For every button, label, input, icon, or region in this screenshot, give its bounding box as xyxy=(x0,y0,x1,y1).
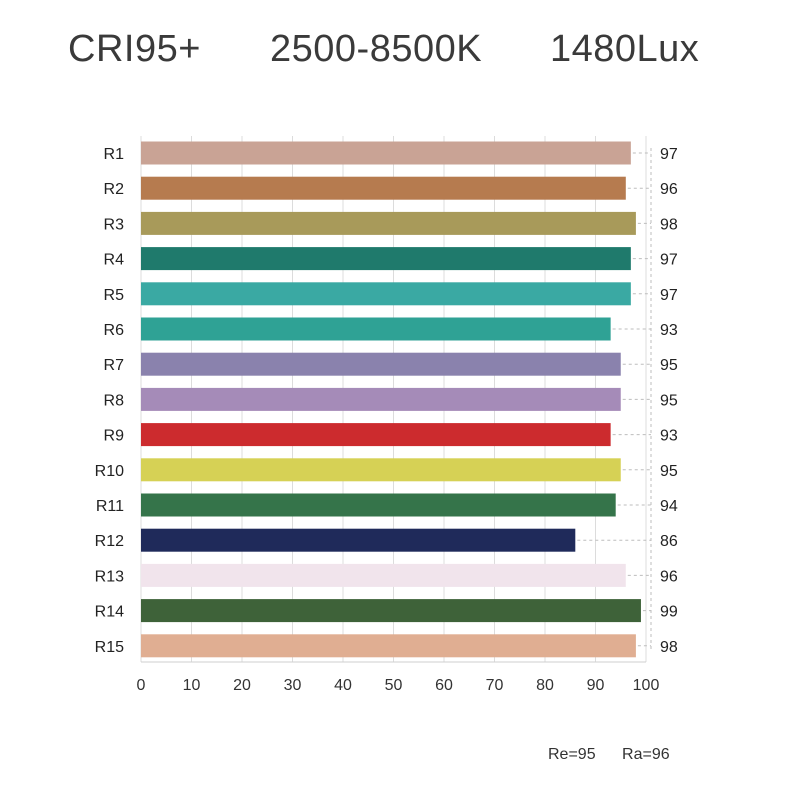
cct-label: 2500-8500K xyxy=(270,28,483,70)
bar-r6 xyxy=(141,317,611,341)
value-label-r5: 97 xyxy=(660,287,678,304)
bar-r10 xyxy=(141,458,621,482)
category-label-r4: R4 xyxy=(104,252,125,269)
lux-label: 1480Lux xyxy=(550,28,700,70)
bar-r4 xyxy=(141,247,631,271)
category-label-r1: R1 xyxy=(104,146,125,163)
value-label-r10: 95 xyxy=(660,463,678,480)
bar-r5 xyxy=(141,282,631,306)
value-label-r14: 99 xyxy=(660,604,678,621)
value-label-r6: 93 xyxy=(660,322,678,339)
bar-r12 xyxy=(141,528,576,552)
category-label-r2: R2 xyxy=(104,181,125,198)
value-label-r11: 94 xyxy=(660,498,678,515)
category-label-r13: R13 xyxy=(95,568,124,585)
category-label-r14: R14 xyxy=(95,604,124,621)
value-label-r7: 95 xyxy=(660,357,678,374)
value-label-r1: 97 xyxy=(660,146,678,163)
value-label-r3: 98 xyxy=(660,216,678,233)
value-label-r8: 95 xyxy=(660,392,678,409)
category-label-r12: R12 xyxy=(95,533,124,550)
footer-indices: Re=95 Ra=96 xyxy=(548,746,692,764)
value-label-r9: 93 xyxy=(660,428,678,445)
category-label-r15: R15 xyxy=(95,639,124,656)
bar-r13 xyxy=(141,563,626,587)
bar-r1 xyxy=(141,141,631,165)
value-label-r13: 96 xyxy=(660,568,678,585)
x-tick-label-60: 60 xyxy=(435,677,453,694)
bar-r15 xyxy=(141,634,636,658)
ra-value: Ra=96 xyxy=(622,746,670,763)
category-label-r3: R3 xyxy=(104,216,125,233)
category-label-r9: R9 xyxy=(104,428,125,445)
x-tick-label-10: 10 xyxy=(183,677,201,694)
x-tick-label-30: 30 xyxy=(284,677,302,694)
value-label-r12: 86 xyxy=(660,533,678,550)
value-label-r4: 97 xyxy=(660,252,678,269)
x-tick-label-90: 90 xyxy=(587,677,605,694)
category-label-r10: R10 xyxy=(95,463,124,480)
bar-r9 xyxy=(141,423,611,447)
category-label-r6: R6 xyxy=(104,322,125,339)
value-label-r15: 98 xyxy=(660,639,678,656)
bar-r14 xyxy=(141,599,641,623)
x-tick-label-20: 20 xyxy=(233,677,251,694)
x-tick-label-40: 40 xyxy=(334,677,352,694)
cri-label: CRI95+ xyxy=(68,28,201,70)
bar-r11 xyxy=(141,493,616,517)
chart-header: CRI95+ 2500-8500K 1480Lux xyxy=(0,28,800,88)
bar-r3 xyxy=(141,211,636,235)
value-label-r2: 96 xyxy=(660,181,678,198)
x-tick-label-0: 0 xyxy=(137,677,146,694)
x-tick-label-100: 100 xyxy=(633,677,660,694)
category-label-r7: R7 xyxy=(104,357,125,374)
category-label-r11: R11 xyxy=(96,498,124,515)
x-tick-label-80: 80 xyxy=(536,677,554,694)
bar-r7 xyxy=(141,352,621,376)
re-value: Re=95 xyxy=(548,746,596,763)
category-label-r5: R5 xyxy=(104,287,125,304)
bar-r2 xyxy=(141,176,626,200)
bar-r8 xyxy=(141,387,621,411)
category-label-r8: R8 xyxy=(104,392,125,409)
x-tick-label-70: 70 xyxy=(486,677,504,694)
x-tick-label-50: 50 xyxy=(385,677,403,694)
